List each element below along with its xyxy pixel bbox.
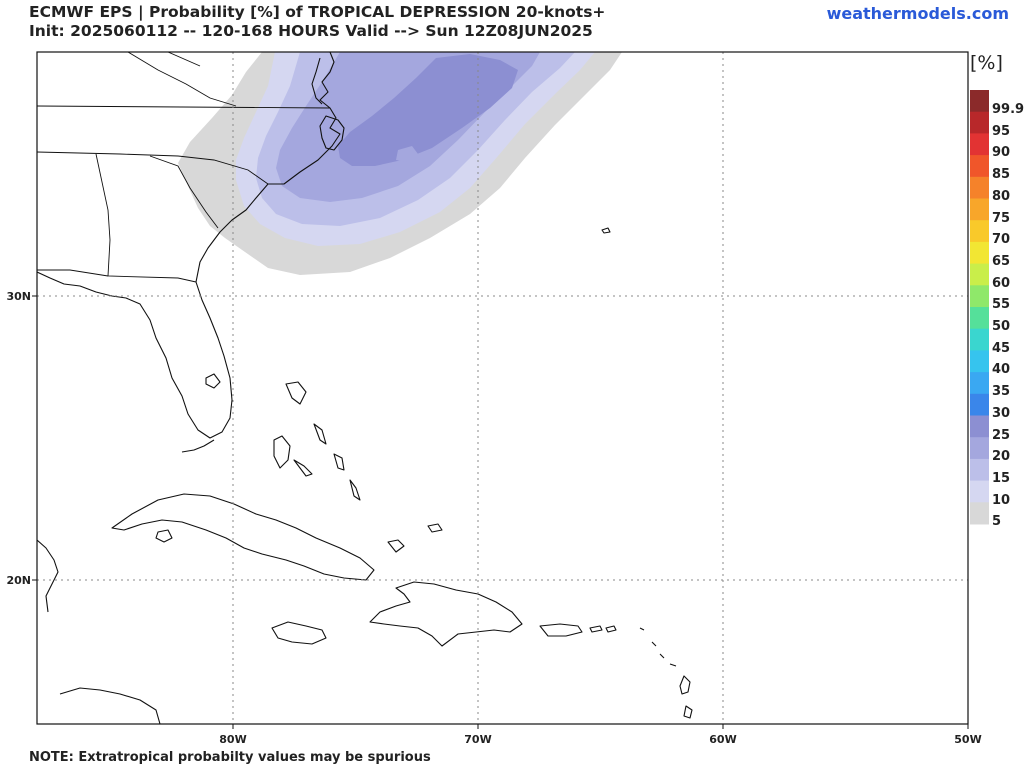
- cuba: [111, 493, 375, 581]
- colorbar-swatch-30: [970, 393, 989, 416]
- jamaica: [271, 621, 327, 645]
- lon-label-60w: 60W: [709, 733, 736, 746]
- turks-caicos: [427, 523, 443, 533]
- colorbar-swatch-55: [970, 285, 989, 308]
- bahamas-abaco: [285, 381, 307, 405]
- prob-area-25pct: [338, 54, 518, 166]
- bermuda: [601, 227, 611, 234]
- colorbar-swatch-5: [970, 502, 989, 525]
- isle-of-youth: [155, 529, 173, 543]
- colorbar-label-80: 80: [992, 188, 1011, 204]
- graticule: [37, 52, 968, 724]
- colorbar-label-60: 60: [992, 275, 1011, 291]
- us-southeast-land: [37, 52, 341, 439]
- colorbar-label-90: 90: [992, 145, 1011, 161]
- colorbar-swatch-65: [970, 241, 989, 265]
- colorbar-swatch-75: [970, 198, 989, 221]
- colorbar-swatch-50: [970, 307, 989, 330]
- hispaniola: [369, 581, 523, 647]
- colorbar-label-30: 30: [992, 405, 1011, 421]
- colorbar-swatch-80: [970, 176, 989, 199]
- lesser-antilles: [639, 627, 693, 719]
- brand-link[interactable]: weathermodels.com: [826, 4, 1009, 23]
- lon-label-80w: 80W: [219, 733, 246, 746]
- prob-area-20pct-hole: [396, 146, 418, 162]
- colorbar-swatch-25: [970, 415, 989, 438]
- axis-ticks: [32, 295, 969, 729]
- colorbar-swatch-20: [970, 437, 989, 460]
- colorbar-label-99-9: 99.9: [992, 102, 1024, 117]
- colorbar-label-45: 45: [992, 340, 1011, 356]
- colorbar-label-40: 40: [992, 362, 1011, 378]
- bahamas-exuma: [293, 459, 313, 477]
- colorbar-label-50: 50: [992, 319, 1011, 334]
- colorbar-swatch-45: [970, 328, 989, 351]
- colorbar-unit: [%]: [970, 52, 1003, 74]
- colorbar-swatch-95: [970, 111, 989, 134]
- lat-label-20n: 20N: [6, 574, 31, 587]
- colorbar: [970, 90, 989, 525]
- florida-lake: [205, 373, 221, 389]
- bahamas-cat: [333, 453, 345, 471]
- florida-keys: [181, 439, 215, 453]
- colorbar-label-85: 85: [992, 167, 1011, 183]
- map-frame: [36, 51, 969, 725]
- bahamas-long: [349, 479, 361, 501]
- colorbar-label-70: 70: [992, 232, 1011, 248]
- pamlico-sound: [319, 115, 345, 151]
- colorbar-label-25: 25: [992, 427, 1011, 443]
- chart-title: ECMWF EPS | Probability [%] of TROPICAL …: [29, 3, 606, 21]
- colorbar-label-55: 55: [992, 297, 1011, 313]
- colorbar-swatch-85: [970, 155, 989, 178]
- colorbar-swatch-60: [970, 263, 989, 286]
- colorbar-swatch-90: [970, 133, 989, 156]
- coastlines: [37, 52, 693, 724]
- colorbar-swatch-40: [970, 350, 989, 373]
- honduras-coast: [59, 687, 161, 724]
- colorbar-label-10: 10: [992, 492, 1011, 508]
- colorbar-label-20: 20: [992, 449, 1011, 465]
- colorbar-label-35: 35: [992, 384, 1011, 400]
- central-america-yucatan: [37, 539, 59, 613]
- footer-note: NOTE: Extratropical probabilty values ma…: [29, 750, 431, 765]
- lon-label-50w: 50W: [954, 733, 981, 746]
- colorbar-swatch-15: [970, 458, 989, 482]
- lon-label-70w: 70W: [464, 733, 491, 746]
- lat-label-30n: 30N: [6, 290, 31, 303]
- colorbar-swatch-10: [970, 480, 989, 503]
- chesapeake-bay: [311, 57, 323, 105]
- state-boundaries: [37, 52, 331, 283]
- colorbar-label-65: 65: [992, 253, 1011, 269]
- puerto-rico: [539, 623, 583, 637]
- bahamas-eleuthera: [313, 423, 327, 445]
- colorbar-label-15: 15: [992, 470, 1011, 486]
- colorbar-label-5: 5: [992, 514, 1002, 530]
- colorbar-swatch-70: [970, 220, 989, 243]
- colorbar-swatch-99-9: [970, 90, 989, 113]
- bahamas-andros: [273, 435, 291, 469]
- colorbar-label-75: 75: [992, 210, 1011, 226]
- colorbar-label-95: 95: [992, 123, 1011, 139]
- bahamas-inagua: [387, 539, 405, 553]
- virgin-islands: [589, 625, 617, 633]
- chart-subtitle-init-valid: Init: 2025060112 -- 120-168 HOURS Valid …: [29, 22, 593, 40]
- colorbar-swatch-35: [970, 372, 989, 395]
